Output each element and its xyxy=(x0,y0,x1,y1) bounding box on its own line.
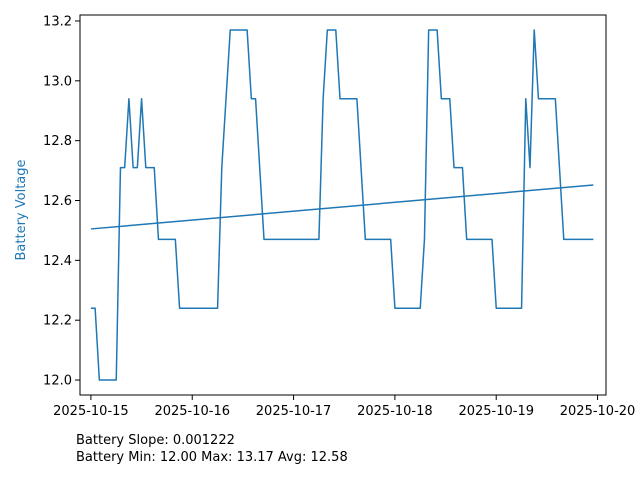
x-tick-label: 2025-10-16 xyxy=(154,404,230,419)
y-axis-label: Battery Voltage xyxy=(14,159,29,260)
y-axis: 12.0 12.2 12.4 12.6 12.8 13.0 13.2 xyxy=(43,14,80,389)
trend-line xyxy=(90,184,594,230)
y-tick-label: 12.0 xyxy=(43,374,72,389)
y-tick-label: 12.6 xyxy=(43,194,72,209)
battery-stats-note: Battery Min: 12.00 Max: 13.17 Avg: 12.58 xyxy=(76,450,348,465)
x-tick-label: 2025-10-17 xyxy=(256,404,332,419)
x-tick-label: 2025-10-18 xyxy=(357,404,433,419)
y-tick-label: 12.2 xyxy=(43,314,72,329)
y-tick-label: 12.4 xyxy=(43,254,72,269)
plot-lines xyxy=(90,29,594,381)
plot-frame xyxy=(79,14,607,396)
x-tick-label: 2025-10-19 xyxy=(458,404,534,419)
x-tick-label: 2025-10-15 xyxy=(53,404,129,419)
y-tick-label: 12.8 xyxy=(43,134,72,149)
x-axis: 2025-10-15 2025-10-16 2025-10-17 2025-10-18… xyxy=(53,395,635,419)
voltage-series-line xyxy=(90,29,594,381)
battery-slope-note: Battery Slope: 0.001222 xyxy=(76,433,235,448)
y-tick-label: 13.0 xyxy=(43,74,72,89)
x-tick-label: 2025-10-20 xyxy=(560,404,636,419)
y-tick-label: 13.2 xyxy=(43,14,72,29)
